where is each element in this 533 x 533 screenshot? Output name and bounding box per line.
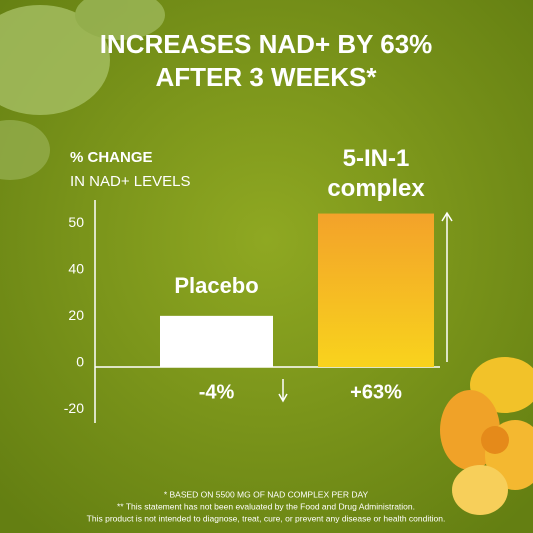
y-axis-label: % CHANGE [70, 149, 153, 166]
bar [160, 315, 273, 367]
title: INCREASES NAD+ BY 63% [100, 29, 433, 59]
up-arrow [441, 211, 453, 362]
change-label: -4% [199, 381, 235, 403]
y-tick-label: 40 [68, 261, 84, 277]
leaf-decoration [0, 0, 165, 180]
y-tick-label: 50 [68, 214, 84, 230]
change-label: +63% [350, 381, 402, 403]
y-axis-label: IN NAD+ LEVELS [70, 173, 190, 190]
y-tick-label: 20 [68, 307, 84, 323]
flower-decoration [440, 357, 533, 515]
footnote: * BASED ON 5500 MG OF NAD COMPLEX PER DA… [164, 489, 369, 499]
y-tick-label: -20 [64, 400, 84, 416]
footnote: This product is not intended to diagnose… [87, 513, 446, 523]
category-label: 5-IN-1 complex [327, 145, 425, 202]
bar [318, 213, 434, 367]
y-tick-label: 0 [76, 354, 84, 370]
down-arrow [278, 379, 288, 403]
title: AFTER 3 WEEKS* [155, 62, 377, 92]
category-label: Placebo [174, 273, 258, 298]
footnote: ** This statement has not been evaluated… [117, 501, 415, 511]
